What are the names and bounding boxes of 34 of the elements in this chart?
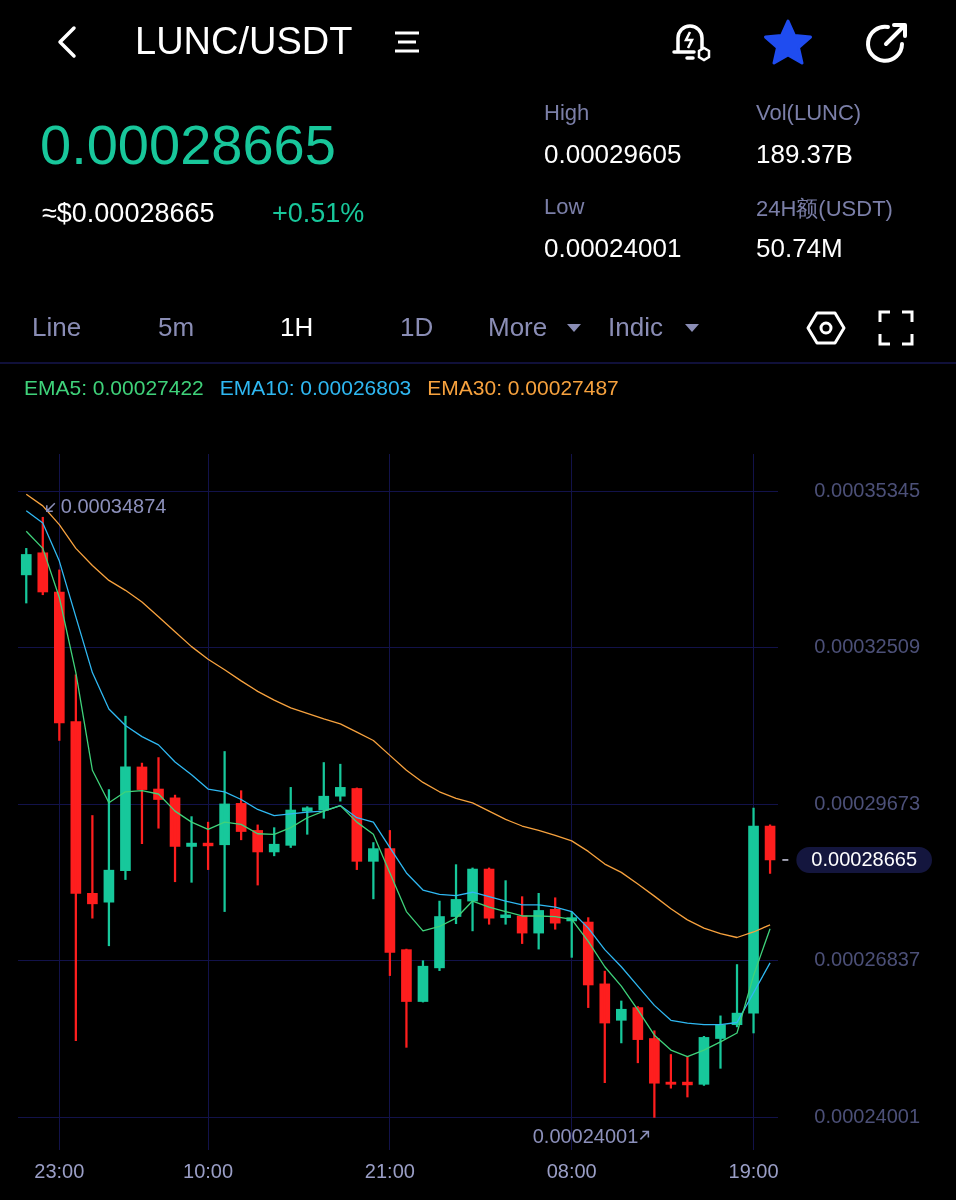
text: 0.00029605 bbox=[544, 139, 682, 170]
x-tick-label: 08:00 bbox=[546, 1159, 597, 1182]
text: High bbox=[544, 100, 590, 126]
text: 50.74M bbox=[756, 233, 843, 264]
y-tick-label: 0.00024001 bbox=[814, 1104, 921, 1127]
x-tick-label: 19:00 bbox=[728, 1159, 779, 1182]
annotation: 0.00034874 bbox=[60, 494, 167, 517]
y-tick-label: 0.00029673 bbox=[814, 791, 921, 814]
text: ≈$0.00028665 bbox=[42, 198, 215, 229]
text: 1D bbox=[400, 312, 434, 343]
annotation: 0.00024001 bbox=[532, 1124, 639, 1147]
text: EMA5: 0.00027422 bbox=[24, 376, 204, 400]
x-tick-label: 23:00 bbox=[34, 1159, 85, 1182]
text: 0.00024001 bbox=[544, 233, 682, 264]
text: 0.00028665 bbox=[40, 112, 336, 177]
text: Vol(LUNC) bbox=[756, 100, 862, 126]
text: 189.37B bbox=[756, 139, 853, 170]
text: EMA10: 0.00026803 bbox=[219, 376, 412, 400]
text: 5m bbox=[158, 312, 195, 343]
text: Low bbox=[544, 194, 585, 220]
y-tick-label: 0.00032509 bbox=[814, 635, 921, 658]
text: Line bbox=[32, 312, 82, 343]
text: EMA30: 0.00027487 bbox=[427, 376, 619, 400]
text: More bbox=[488, 312, 548, 343]
x-tick-label: 10:00 bbox=[183, 1159, 234, 1182]
x-tick-label: 21:00 bbox=[364, 1159, 415, 1182]
text: 24H额(USDT) bbox=[756, 195, 893, 223]
y-tick-label: 0.00035345 bbox=[814, 478, 921, 501]
text: Indic bbox=[608, 312, 663, 343]
chart-title: LUNC/USDT bbox=[135, 20, 353, 63]
ref-line-label: 0.00028665 bbox=[811, 848, 918, 871]
text: +0.51% bbox=[272, 198, 365, 229]
text: 1H bbox=[280, 312, 314, 343]
y-tick-label: 0.00026837 bbox=[814, 948, 921, 971]
